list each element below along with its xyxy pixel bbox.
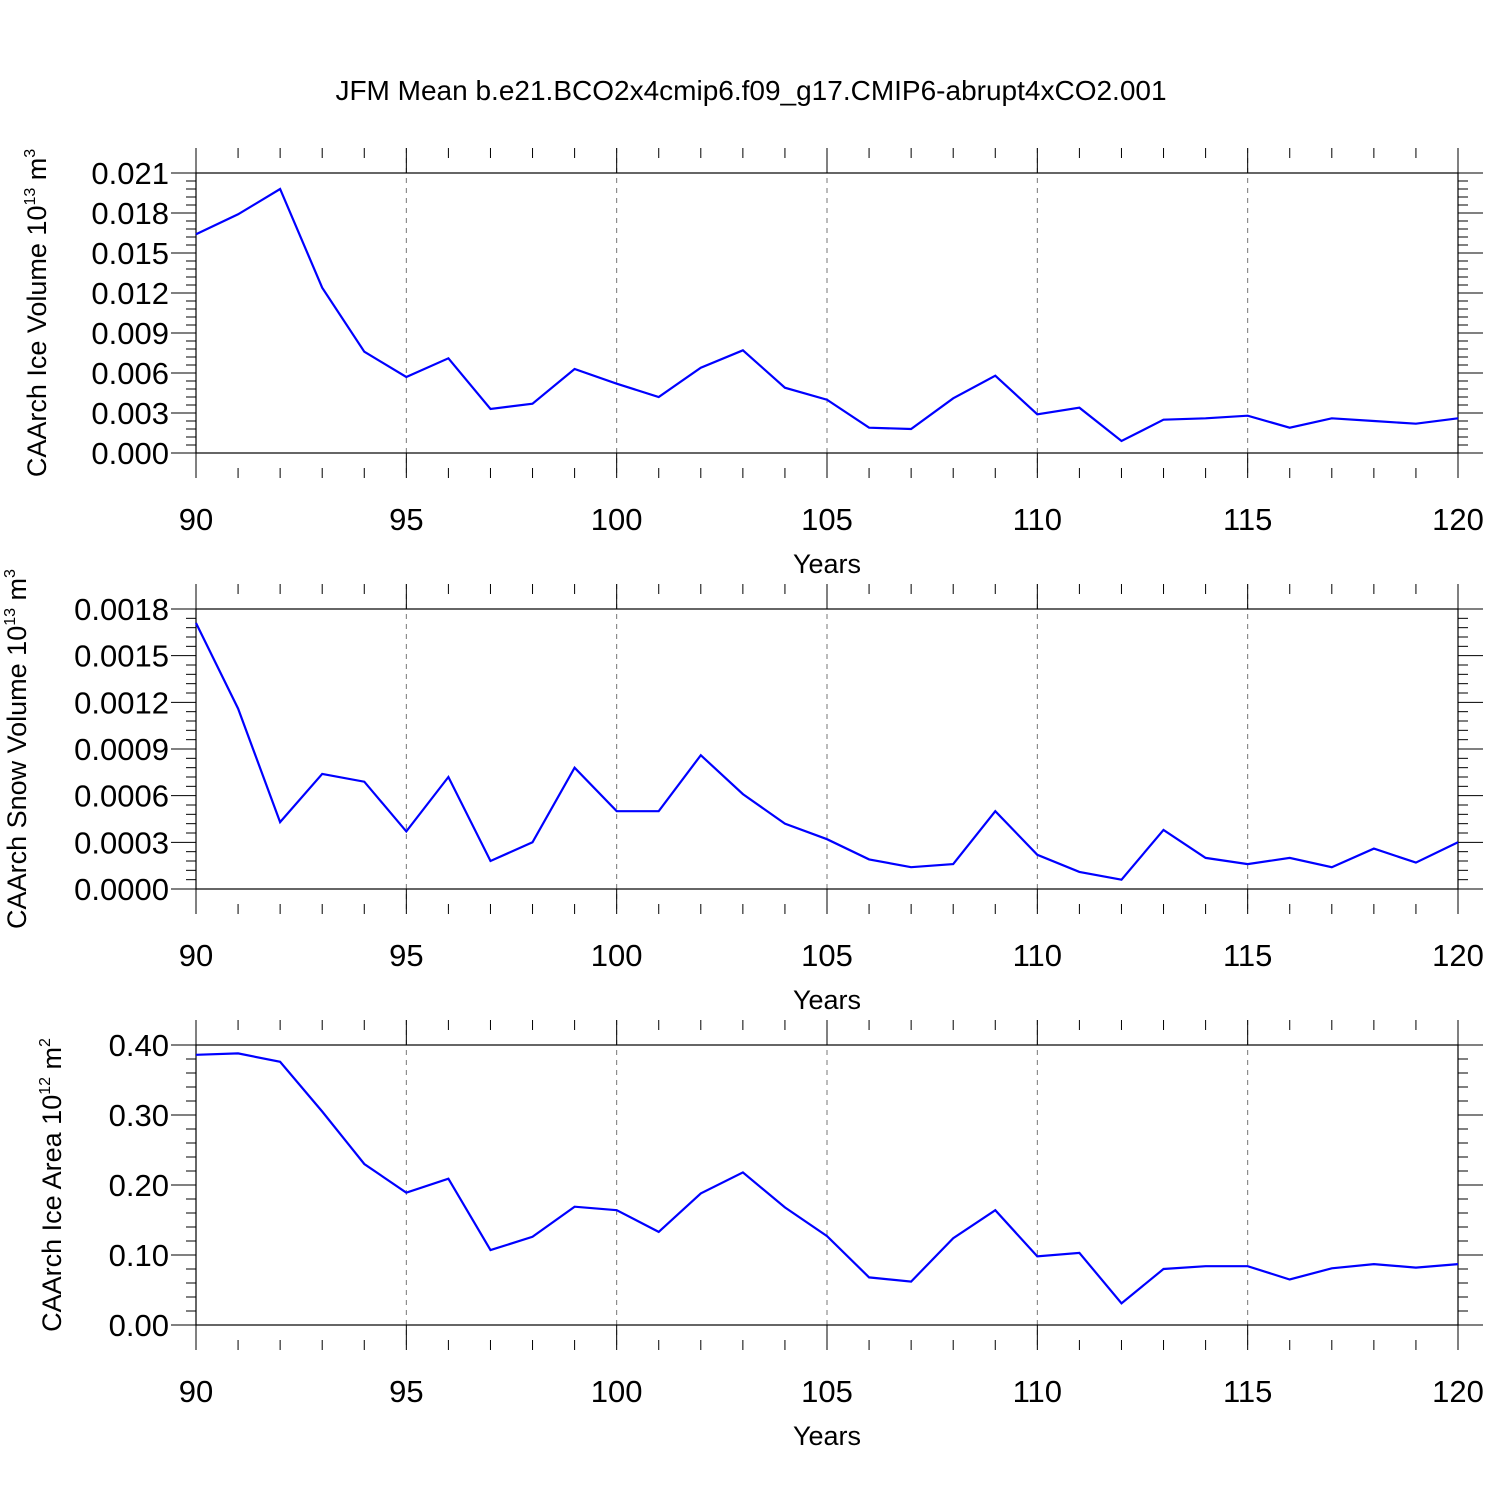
y-axis-title: CAArch Snow Volume 1013 m3	[2, 569, 32, 929]
y-tick-label: 0.018	[91, 196, 169, 231]
series-line	[195, 1052, 1459, 1305]
x-axis-title: Years	[793, 549, 861, 579]
y-tick-label: 0.30	[109, 1098, 169, 1133]
x-tick-label: 105	[801, 1374, 853, 1409]
x-axis-title: Years	[793, 1421, 861, 1451]
y-tick-label: 0.000	[91, 436, 169, 471]
y-tick-label: 0.0003	[74, 825, 169, 860]
x-tick-label: 95	[389, 938, 423, 973]
y-tick-label: 0.006	[91, 356, 169, 391]
x-tick-label: 90	[179, 1374, 213, 1409]
x-tick-label: 110	[1013, 1374, 1062, 1409]
y-tick-label: 0.00	[109, 1308, 169, 1343]
y-tick-label: 0.20	[109, 1168, 169, 1203]
snow-volume-panel: 0.0000 0.0003 0.0006 0.0009 0.0012 0.0015 0.00…	[2, 569, 1484, 1015]
x-tick-label: 110	[1013, 938, 1062, 973]
y-tick-label: 0.0000	[74, 872, 169, 907]
x-tick-label: 110	[1013, 502, 1062, 537]
x-tick-label: 115	[1223, 1374, 1272, 1409]
y-tick-label: 0.40	[109, 1028, 169, 1063]
x-tick-label: 100	[591, 502, 643, 537]
chart-title: JFM Mean b.e21.BCO2x4cmip6.f09_g17.CMIP6…	[335, 75, 1166, 106]
x-tick-label: 105	[801, 938, 853, 973]
x-tick-label: 90	[179, 502, 213, 537]
y-tick-label: 0.015	[91, 236, 169, 271]
y-tick-label: 0.0009	[74, 732, 169, 767]
x-tick-label: 95	[389, 1374, 423, 1409]
y-tick-label: 0.021	[91, 156, 169, 191]
x-tick-label: 115	[1223, 938, 1272, 973]
x-tick-label: 105	[801, 502, 853, 537]
x-tick-label: 100	[591, 1374, 643, 1409]
y-axis-title: CAArch Ice Area 1012 m2	[37, 1038, 67, 1332]
y-tick-label: 0.0006	[74, 779, 169, 814]
y-tick-label: 0.0015	[74, 639, 169, 674]
x-tick-label: 120	[1432, 502, 1484, 537]
x-tick-label: 95	[389, 502, 423, 537]
x-tick-label: 120	[1432, 938, 1484, 973]
y-tick-label: 0.0018	[74, 592, 169, 627]
y-tick-label: 0.012	[91, 276, 169, 311]
y-tick-label: 0.0012	[74, 685, 169, 720]
y-tick-label: 0.003	[91, 396, 169, 431]
y-axis-title: CAArch Ice Volume 1013 m3	[22, 149, 52, 477]
series-line	[195, 187, 1459, 443]
x-tick-label: 115	[1223, 502, 1272, 537]
y-tick-label: 0.10	[109, 1238, 169, 1273]
x-tick-label: 100	[591, 938, 643, 973]
x-tick-label: 120	[1432, 1374, 1484, 1409]
x-tick-label: 90	[179, 938, 213, 973]
y-tick-label: 0.009	[91, 316, 169, 351]
ice-area-panel: 0.00 0.10 0.20 0.30 0.40 90 95 100 105 110 115 120 Y…	[37, 1020, 1484, 1451]
x-axis-title: Years	[793, 985, 861, 1015]
series-line	[195, 622, 1459, 881]
ice-volume-panel: 0.000 0.003 0.006 0.009 0.012 0.015 0.018 0.021…	[22, 148, 1484, 579]
